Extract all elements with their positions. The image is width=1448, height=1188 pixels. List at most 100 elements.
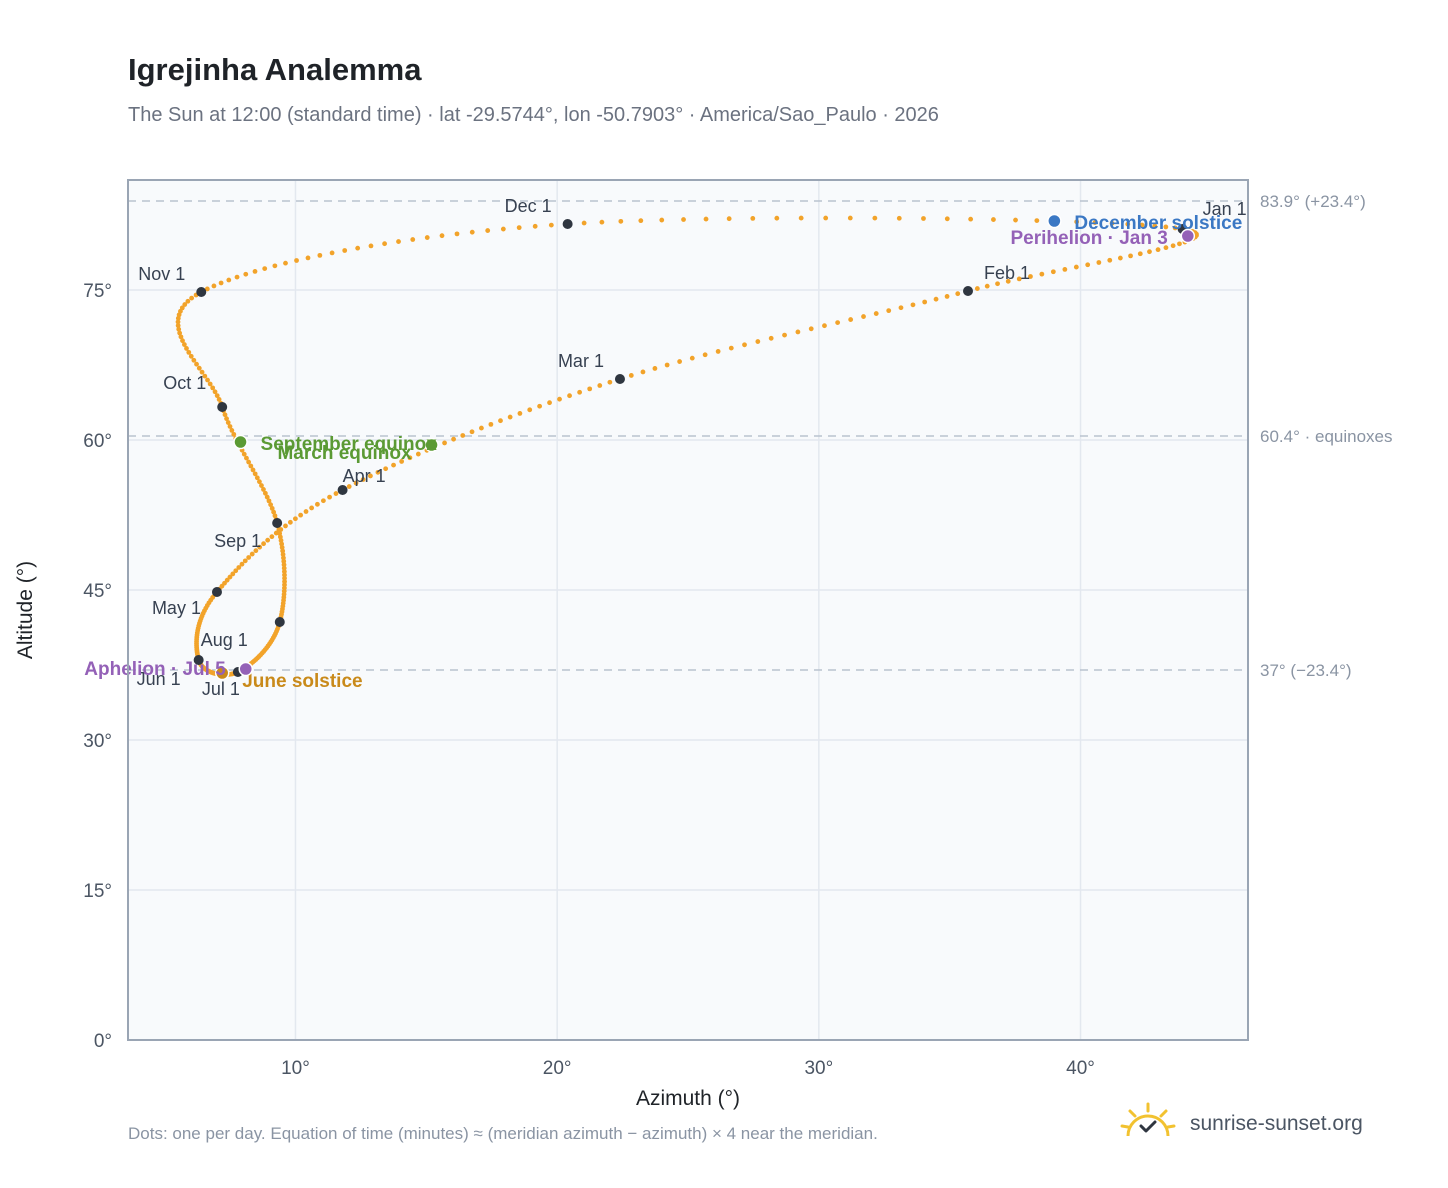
event-marker — [238, 661, 254, 677]
month-label: Feb 1 — [984, 263, 1030, 283]
y-tick-label: 15° — [83, 881, 112, 902]
daily-dot — [410, 237, 416, 242]
daily-dot — [368, 473, 373, 479]
daily-dot — [469, 429, 475, 435]
month-label: Sep 1 — [214, 531, 261, 551]
daily-dot — [944, 216, 950, 222]
daily-dot — [968, 216, 974, 222]
daily-dot — [750, 216, 756, 221]
daily-dot — [222, 412, 228, 418]
daily-dot — [861, 314, 866, 319]
daily-dot — [974, 286, 980, 291]
daily-dot — [1117, 255, 1123, 261]
daily-dot — [177, 330, 183, 336]
daily-dot — [225, 420, 231, 425]
daily-dot — [1092, 220, 1098, 225]
daily-dot — [995, 281, 1000, 287]
daily-dot — [1005, 278, 1011, 284]
brand-logo[interactable]: sunrise-sunset.org — [1120, 1100, 1400, 1150]
event-label: December solstice — [1074, 213, 1242, 234]
daily-dot — [375, 469, 381, 475]
daily-dot — [262, 266, 268, 271]
daily-dot — [280, 552, 286, 557]
daily-dot — [269, 505, 275, 511]
daily-dot — [355, 245, 361, 251]
daily-dot — [567, 393, 572, 399]
daily-dot — [795, 329, 801, 335]
daily-dot — [185, 298, 191, 304]
month-marker — [562, 219, 573, 229]
plot-area — [128, 180, 1248, 1040]
daily-dot — [281, 565, 287, 571]
daily-dot — [181, 342, 187, 347]
daily-dot — [439, 233, 445, 239]
daily-dot — [548, 222, 554, 228]
daily-dot — [1163, 224, 1169, 230]
reference-line-label: 60.4° · equinoxes — [1260, 427, 1393, 446]
daily-dot — [847, 215, 853, 221]
daily-dot — [320, 498, 326, 504]
daily-dot — [944, 294, 950, 299]
daily-dot — [281, 558, 287, 564]
month-marker — [272, 518, 283, 528]
daily-dot — [640, 369, 646, 375]
daily-dot — [1139, 222, 1145, 228]
daily-dot — [266, 498, 272, 504]
daily-dot — [755, 339, 761, 344]
daily-dot — [798, 215, 804, 221]
daily-dot — [415, 451, 421, 457]
daily-dot — [257, 479, 262, 485]
daily-dot — [1062, 266, 1068, 272]
daily-dot — [516, 225, 522, 231]
daily-dot — [214, 393, 220, 399]
daily-dot — [597, 383, 603, 388]
daily-dot — [227, 424, 233, 429]
daily-dot — [984, 283, 990, 289]
daily-dot — [1155, 247, 1161, 253]
daily-dot — [229, 428, 235, 433]
daily-dot — [1034, 218, 1040, 223]
daily-dot — [264, 494, 270, 500]
daily-dot — [1177, 241, 1182, 247]
daily-dot — [1039, 271, 1045, 277]
chart-title: Igrejinha Analemma — [128, 52, 422, 87]
month-label: Jun 1 — [137, 669, 181, 689]
daily-dot — [872, 215, 878, 221]
daily-dot — [835, 320, 841, 326]
month-marker — [337, 485, 348, 495]
daily-dot — [269, 534, 275, 540]
footnote: Dots: one per day. Equation of time (min… — [128, 1124, 878, 1143]
x-tick-label: 40° — [1066, 1058, 1095, 1079]
event-marker — [233, 434, 248, 450]
month-marker — [614, 374, 625, 384]
daily-dot — [226, 277, 232, 283]
daily-dot — [922, 299, 928, 305]
daily-dot — [230, 571, 236, 577]
daily-dot — [728, 345, 734, 351]
daily-dot — [547, 400, 552, 406]
daily-dot — [442, 440, 447, 446]
daily-dot — [280, 548, 286, 554]
daily-dot — [253, 548, 259, 554]
daily-dot — [1109, 220, 1115, 226]
daily-dot — [309, 505, 315, 511]
daily-dot — [399, 459, 405, 464]
daily-dot — [246, 555, 252, 560]
month-label: Nov 1 — [138, 264, 185, 284]
daily-dot — [179, 305, 185, 311]
daily-dot — [1074, 219, 1080, 225]
daily-dot — [211, 283, 217, 289]
daily-dot — [873, 311, 879, 316]
daily-dot — [1013, 217, 1018, 223]
daily-dot — [991, 217, 996, 222]
daily-dot — [243, 271, 249, 277]
daily-dot — [742, 342, 747, 348]
daily-dot — [1028, 274, 1033, 279]
daily-dot — [254, 475, 260, 481]
daily-dot — [921, 216, 926, 221]
daily-dot — [293, 516, 298, 522]
daily-dot — [702, 352, 708, 358]
reference-line-label: 37° (−23.4°) — [1260, 661, 1352, 680]
event-label: Aphelion · Jul 5 — [84, 659, 226, 680]
